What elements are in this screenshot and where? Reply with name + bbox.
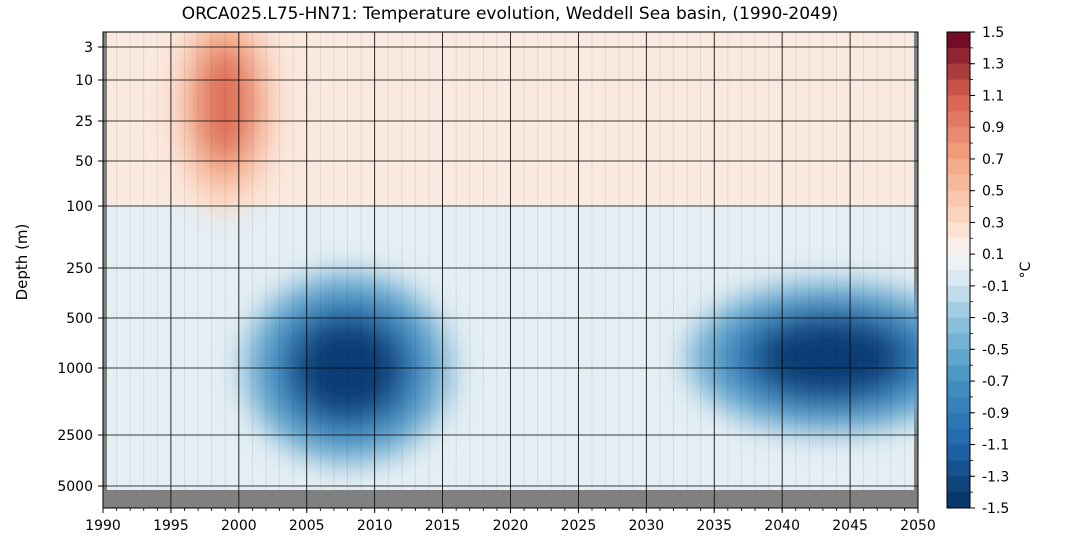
- plot-area: [103, 32, 918, 508]
- colorbar-segment: [947, 301, 970, 319]
- colorbar-tick-label: -1.5: [982, 501, 1009, 517]
- x-tick-label: 2015: [425, 518, 461, 534]
- colorbar-segment: [947, 158, 970, 176]
- y-tick-label: 250: [66, 261, 93, 277]
- x-tick-label: 2025: [561, 518, 597, 534]
- colorbar-segment: [947, 254, 970, 271]
- anomaly-2-level-2: [755, 318, 905, 398]
- colorbar-tick-label: -0.5: [982, 342, 1009, 358]
- x-tick-label: 2020: [493, 518, 529, 534]
- y-tick-label: 25: [75, 114, 93, 130]
- colorbar-segment: [947, 238, 970, 255]
- y-tick-label: 1000: [57, 361, 93, 377]
- x-tick-label: 2030: [629, 518, 665, 534]
- x-tick-label: 2035: [696, 518, 732, 534]
- colorbar-segment: [947, 460, 970, 477]
- colorbar-segment: [947, 396, 970, 414]
- colorbar-tick-label: 0.7: [982, 152, 1004, 168]
- colorbar-unit-label: °C: [1018, 261, 1034, 278]
- colorbar-tick-label: -1.1: [982, 438, 1009, 454]
- colorbar-tick-label: 0.5: [982, 184, 1004, 200]
- colorbar-tick-label: 1.5: [982, 25, 1004, 41]
- colorbar-segment: [947, 190, 970, 208]
- colorbar-tick-label: 0.9: [982, 120, 1004, 136]
- colorbar-tick-label: -0.7: [982, 374, 1009, 390]
- colorbar-segment: [947, 492, 970, 509]
- x-tick-label: 1995: [153, 518, 189, 534]
- y-axis: 3 10 25 50 100 250 500 1000 2500 5000: [57, 40, 103, 495]
- colorbar-tick-label: -1.3: [982, 469, 1009, 485]
- colorbar-segment: [947, 206, 970, 223]
- colorbar-segment: [947, 285, 970, 303]
- colorbar-segment: [947, 365, 970, 382]
- x-tick-label: 2040: [764, 518, 800, 534]
- x-tick-label: 2045: [832, 518, 868, 534]
- colorbar-segment: [947, 79, 970, 96]
- colorbar: 1.5 1.3 1.1 0.9 0.7 0.5 0.3 0.1 -0.1 -0.3 -0.5 -0.7…: [946, 25, 1034, 517]
- chart-title: ORCA025.L75-HN71: Temperature evolution,…: [181, 4, 839, 24]
- colorbar-segment: [947, 32, 970, 49]
- colorbar-tick-label: -0.1: [982, 279, 1009, 295]
- colorbar-segment: [947, 317, 970, 334]
- y-tick-label: 50: [75, 154, 93, 170]
- colorbar-tick-label: 0.1: [982, 247, 1004, 263]
- x-tick-label: 1990: [85, 518, 121, 534]
- x-tick-label: 2010: [357, 518, 393, 534]
- colorbar-segment: [947, 412, 970, 430]
- colorbar-segment: [947, 270, 970, 287]
- colorbar-segment: [947, 111, 970, 128]
- y-tick-label: 5000: [57, 479, 93, 495]
- y-tick-label: 100: [66, 199, 93, 215]
- colorbar-segment: [947, 127, 970, 144]
- colorbar-segment: [947, 63, 970, 81]
- colorbar-segment: [947, 428, 970, 446]
- colorbar-segment: [947, 381, 970, 398]
- y-tick-label: 2500: [57, 428, 93, 444]
- colorbar-segment: [947, 174, 970, 192]
- colorbar-segment: [947, 349, 970, 366]
- colorbar-segment: [947, 47, 970, 65]
- x-axis: 1990 1995 2000 2005 2010 2015 2020 2025 2030 2035…: [85, 508, 936, 534]
- y-tick-label: 500: [66, 311, 93, 327]
- x-tick-label: 2005: [289, 518, 325, 534]
- y-tick-label: 10: [75, 73, 93, 89]
- colorbar-segment: [947, 222, 970, 239]
- x-tick-label: 2000: [221, 518, 257, 534]
- x-tick-label: 2050: [900, 518, 936, 534]
- colorbar-segment: [947, 444, 970, 461]
- colorbar-segment: [947, 143, 970, 160]
- temperature-field: [103, 32, 918, 490]
- y-tick-label: 3: [84, 40, 93, 56]
- colorbar-segment: [947, 95, 970, 112]
- colorbar-tick-label: 0.3: [982, 215, 1004, 231]
- colorbar-segment: [947, 333, 970, 350]
- colorbar-tick-label: -0.3: [982, 311, 1009, 327]
- colorbar-tick-label: 1.1: [982, 88, 1004, 104]
- colorbar-segment: [947, 476, 970, 493]
- colorbar-tick-label: -0.9: [982, 406, 1009, 422]
- colorbar-tick-label: 1.3: [982, 57, 1004, 73]
